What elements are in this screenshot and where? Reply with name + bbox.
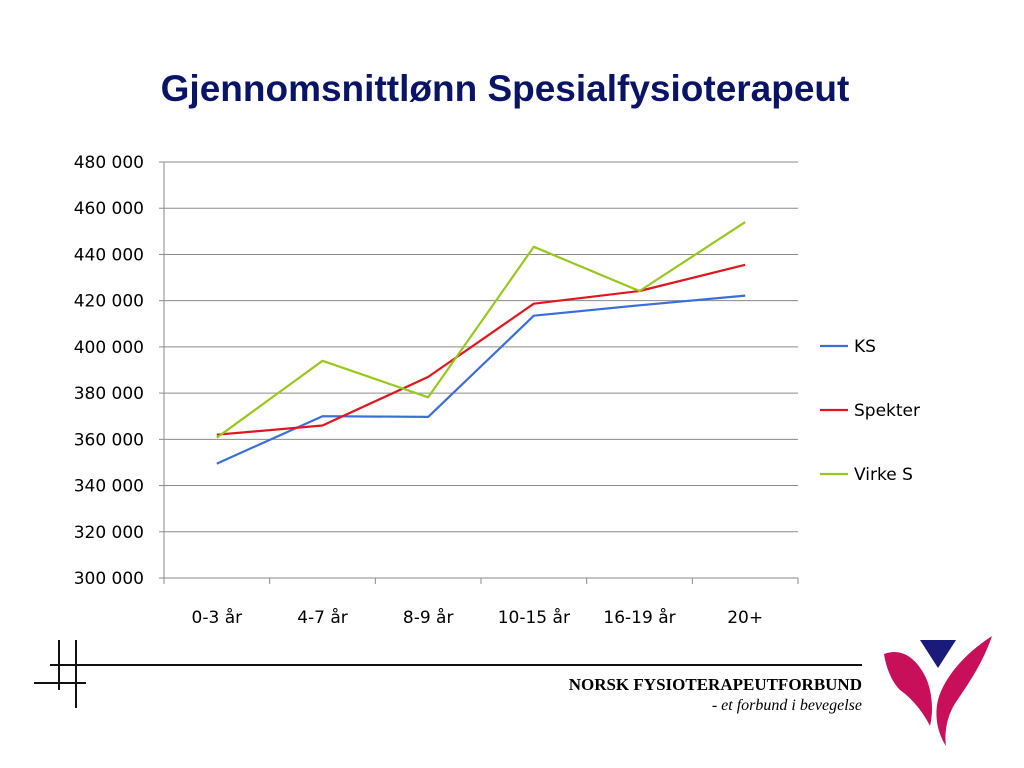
y-tick-label: 480 000: [74, 153, 144, 173]
logo-right-stroke: [936, 636, 992, 746]
y-axis-tick-labels: 300 000 320 000 340 000 360 000 380 000 400 0…: [74, 153, 144, 589]
series-line-virke-s: [216, 221, 746, 439]
crosshair-mark-horizontal-top: [50, 664, 86, 666]
y-tick-label: 400 000: [74, 338, 144, 358]
y-tick-label: 380 000: [74, 384, 144, 404]
organization-tagline: - et forbund i bevegelse: [711, 697, 862, 714]
legend-label: Spekter: [854, 401, 920, 421]
logo-left-stroke: [884, 652, 932, 726]
y-tick-label: 320 000: [74, 523, 144, 543]
legend-label: KS: [854, 337, 876, 357]
y-tick-label: 300 000: [74, 569, 144, 589]
nff-logo-icon: [884, 636, 992, 746]
x-tick-label: 4-7 år: [297, 607, 348, 628]
x-axis-tick-labels: 0-3 år 4-7 år 8-9 år 10-15 år 16-19 år 20+: [192, 607, 764, 628]
y-tick-label: 360 000: [74, 430, 144, 450]
chart-gridlines: [164, 161, 798, 533]
x-tick-label: 10-15 år: [498, 607, 570, 628]
legend-label: Virke S: [854, 465, 913, 485]
footer-divider: [56, 664, 862, 666]
logo-triangle: [920, 640, 956, 668]
x-tick-label: 16-19 år: [603, 607, 675, 628]
x-tick-label: 8-9 år: [403, 607, 454, 628]
y-tick-label: 340 000: [74, 477, 144, 497]
slide-title: Gjennomsnittlønn Spesialfysioterapeut: [160, 68, 850, 109]
chart-axes: [159, 161, 799, 584]
chart-series: [216, 221, 746, 465]
crosshair-mark-vertical-right: [75, 640, 77, 708]
series-line-spekter: [216, 263, 746, 436]
series-line-ks: [216, 294, 746, 465]
y-tick-label: 440 000: [74, 245, 144, 265]
chart-legend: KS Spekter Virke S: [820, 337, 920, 485]
organization-name: NORSK FYSIOTERAPEUTFORBUND: [568, 675, 862, 694]
x-tick-label: 20+: [727, 608, 763, 628]
x-tick-label: 0-3 år: [192, 607, 243, 628]
crosshair-mark-horizontal-bottom: [34, 682, 86, 684]
y-tick-label: 420 000: [74, 292, 144, 312]
y-tick-label: 460 000: [74, 199, 144, 219]
